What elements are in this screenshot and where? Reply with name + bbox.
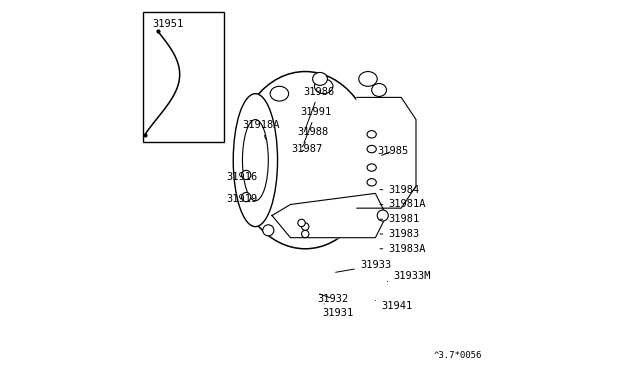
Text: 31983A: 31983A (380, 244, 426, 254)
Text: 31941: 31941 (376, 301, 412, 311)
Ellipse shape (233, 94, 278, 227)
Ellipse shape (359, 71, 377, 86)
Text: 31951: 31951 (152, 19, 183, 29)
Ellipse shape (241, 170, 251, 180)
Ellipse shape (243, 119, 268, 201)
Ellipse shape (367, 179, 376, 186)
Ellipse shape (372, 84, 387, 96)
Ellipse shape (298, 219, 305, 227)
FancyBboxPatch shape (143, 13, 224, 142)
Polygon shape (357, 97, 416, 208)
Ellipse shape (241, 192, 251, 202)
Ellipse shape (235, 71, 376, 249)
Ellipse shape (301, 230, 309, 238)
Ellipse shape (301, 223, 309, 230)
Ellipse shape (367, 164, 376, 171)
Ellipse shape (314, 79, 333, 94)
Text: ^3.7*0056: ^3.7*0056 (434, 350, 483, 359)
Text: 31983: 31983 (380, 229, 420, 239)
Ellipse shape (367, 145, 376, 153)
Text: 31933M: 31933M (387, 272, 431, 282)
Ellipse shape (377, 210, 388, 221)
Text: 31984: 31984 (380, 185, 420, 195)
Text: 31933: 31933 (335, 260, 391, 272)
Text: 31988: 31988 (297, 128, 328, 147)
Text: 31987: 31987 (291, 144, 323, 154)
Text: 31918A: 31918A (243, 120, 280, 139)
Text: 31932: 31932 (317, 294, 348, 304)
Ellipse shape (312, 73, 328, 86)
Polygon shape (272, 193, 387, 238)
Text: 31981A: 31981A (380, 199, 426, 209)
Text: 31986: 31986 (303, 87, 335, 132)
Text: 31931: 31931 (322, 304, 353, 318)
Text: 31991: 31991 (300, 107, 332, 143)
Ellipse shape (367, 131, 376, 138)
Text: 31981: 31981 (380, 214, 420, 224)
Text: 31919: 31919 (226, 194, 257, 204)
Text: 31916: 31916 (226, 172, 257, 182)
Ellipse shape (270, 86, 289, 101)
Ellipse shape (263, 225, 274, 236)
Text: 31985: 31985 (377, 146, 408, 156)
